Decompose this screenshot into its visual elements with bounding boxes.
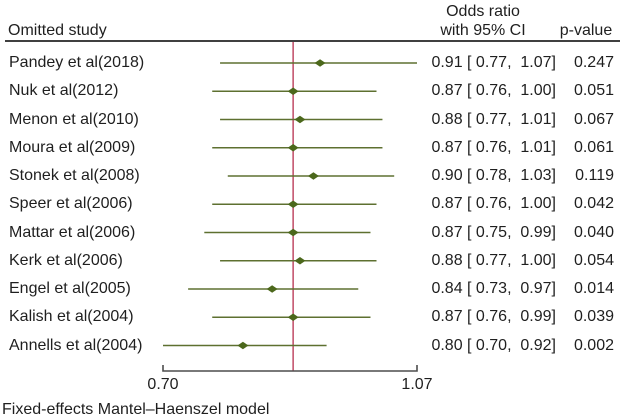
or-ci-value: 0.87 [ 0.76, 1.00] (431, 82, 556, 100)
study-row: Moura et al(2009) 0.87 [ 0.76, 1.01] 0.0… (0, 138, 624, 158)
or-ci-value: 0.91 [ 0.77, 1.07] (431, 54, 556, 71)
omitted-study-label: Stonek et al(2008) (9, 167, 140, 184)
or-ci-value: 0.88 [ 0.77, 1.01] (431, 110, 556, 128)
p-value: 0.051 (573, 82, 614, 100)
study-row: Kerk et al(2006) 0.88 [ 0.77, 1.00] 0.05… (0, 251, 624, 271)
omitted-study-label: Kalish et al(2004) (9, 308, 134, 326)
p-value-column-header: p-value (559, 22, 613, 39)
study-row: Mattar et al(2006) 0.87 [ 0.75, 0.99] 0.… (0, 223, 624, 243)
omitted-study-label: Nuk et al(2012) (9, 82, 119, 100)
p-value: 0.054 (573, 251, 614, 269)
or-diamond-marker (294, 115, 306, 124)
study-row: Nuk et al(2012) 0.87 [ 0.76, 1.00] 0.051 (0, 81, 624, 101)
or-diamond-marker (294, 256, 306, 265)
or-diamond-marker (237, 341, 249, 350)
or-diamond-marker (266, 285, 278, 293)
or-ci-value: 0.90 [ 0.78, 1.03] (431, 167, 556, 184)
or-diamond-marker (287, 143, 299, 152)
omitted-study-label: Annells et al(2004) (9, 336, 143, 354)
odds-ratio-header-line1: Odds ratio (446, 3, 520, 20)
study-row: Speer et al(2006) 0.87 [ 0.76, 1.00] 0.0… (0, 194, 624, 214)
header-rule (5, 40, 620, 42)
x-axis (162, 365, 418, 372)
omitted-study-label: Moura et al(2009) (9, 138, 136, 156)
x-axis-tick-label-left: 0.70 (147, 376, 179, 393)
odds-ratio-header-line2: with 95% CI (440, 22, 526, 39)
omitted-study-label: Menon et al(2010) (9, 110, 139, 128)
or-ci-value: 0.87 [ 0.76, 1.00] (431, 195, 556, 213)
omitted-study-label: Pandey et al(2018) (9, 54, 145, 71)
or-diamond-marker (287, 200, 299, 209)
study-row: Stonek et al(2008) 0.90 [ 0.78, 1.03] 0.… (0, 166, 624, 186)
odds-ratio-column-header: Odds ratio with 95% CI (410, 2, 556, 40)
omitted-study-label: Speer et al(2006) (9, 195, 133, 213)
or-diamond-marker (307, 172, 319, 180)
study-row: Menon et al(2010) 0.88 [ 0.77, 1.01] 0.0… (0, 110, 624, 130)
omitted-study-label: Kerk et al(2006) (9, 251, 123, 269)
or-ci-value: 0.80 [ 0.70, 0.92] (431, 336, 556, 354)
or-diamond-marker (287, 87, 299, 96)
or-ci-value: 0.87 [ 0.76, 0.99] (431, 308, 556, 326)
or-ci-value: 0.87 [ 0.75, 0.99] (431, 223, 556, 241)
x-axis-tick-label-right: 1.07 (401, 376, 433, 393)
study-row: Pandey et al(2018) 0.91 [ 0.77, 1.07] 0.… (0, 53, 624, 73)
model-footnote: Fixed-effects Mantel–Haenszel model (2, 401, 270, 418)
or-ci-value: 0.87 [ 0.76, 1.01] (431, 138, 556, 156)
study-row: Annells et al(2004) 0.80 [ 0.70, 0.92] 0… (0, 336, 624, 356)
or-diamond-marker (314, 59, 326, 67)
p-value: 0.247 (573, 54, 614, 71)
omitted-study-label: Engel et al(2005) (9, 280, 131, 297)
or-ci-value: 0.84 [ 0.73, 0.97] (431, 280, 556, 297)
or-ci-value: 0.88 [ 0.77, 1.00] (431, 251, 556, 269)
or-diamond-marker (287, 313, 299, 322)
p-value: 0.119 (575, 167, 614, 184)
study-row: Engel et al(2005) 0.84 [ 0.73, 0.97] 0.0… (0, 279, 624, 299)
p-value: 0.040 (573, 223, 614, 241)
or-diamond-marker (287, 228, 299, 237)
omitted-study-label: Mattar et al(2006) (9, 223, 136, 241)
omitted-study-column-header: Omitted study (8, 22, 107, 39)
p-value: 0.039 (573, 308, 614, 326)
p-value: 0.002 (573, 336, 614, 354)
p-value: 0.014 (573, 280, 614, 297)
p-value: 0.061 (573, 138, 614, 156)
p-value: 0.042 (573, 195, 614, 213)
p-value: 0.067 (573, 110, 614, 128)
study-row: Kalish et al(2004) 0.87 [ 0.76, 0.99] 0.… (0, 307, 624, 327)
